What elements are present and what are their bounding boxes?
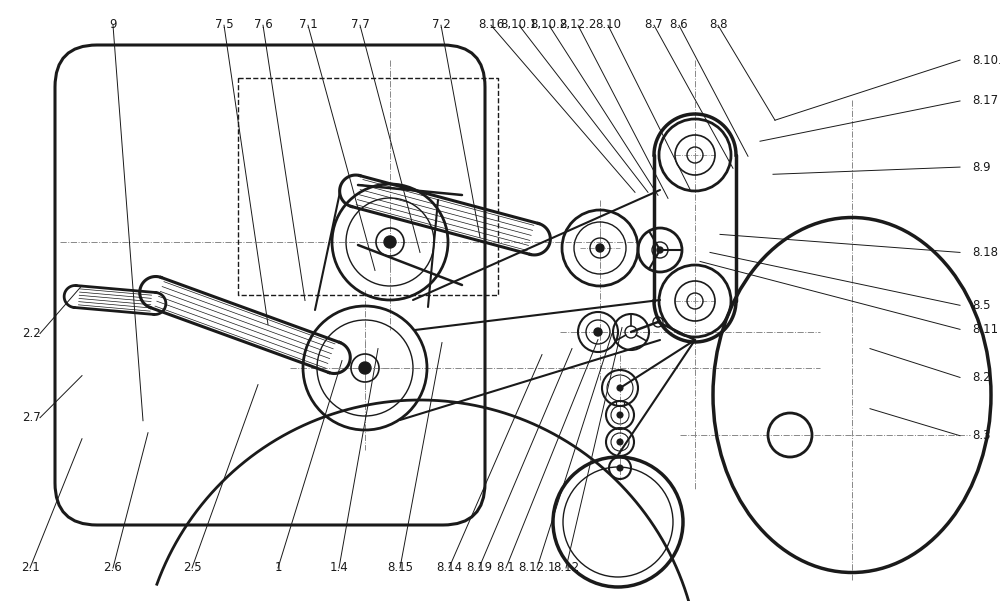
Text: 8.17: 8.17 — [972, 94, 998, 108]
Circle shape — [657, 247, 663, 253]
Circle shape — [384, 236, 396, 248]
Text: 2.7: 2.7 — [22, 411, 41, 424]
Text: 1: 1 — [274, 561, 282, 574]
Text: 8,12.2: 8,12.2 — [559, 18, 597, 31]
Text: 8.1: 8.1 — [497, 561, 515, 574]
Text: 7.2: 7.2 — [432, 18, 450, 31]
Text: 8.6: 8.6 — [670, 18, 688, 31]
Text: 8.9: 8.9 — [972, 160, 991, 174]
Text: 2.1: 2.1 — [21, 561, 39, 574]
Text: 8.12.1: 8.12.1 — [518, 561, 556, 574]
Text: 9: 9 — [109, 18, 117, 31]
Text: 2.5: 2.5 — [183, 561, 201, 574]
Text: 8.12: 8.12 — [553, 561, 579, 574]
Text: 8.14: 8.14 — [436, 561, 462, 574]
Text: 8.8: 8.8 — [709, 18, 727, 31]
Text: 8.16: 8.16 — [478, 18, 504, 31]
Text: 7.6: 7.6 — [254, 18, 272, 31]
Circle shape — [617, 385, 623, 391]
Text: 7.1: 7.1 — [299, 18, 317, 31]
Text: 8,10.2: 8,10.2 — [530, 18, 568, 31]
Text: 8.11: 8.11 — [972, 323, 998, 336]
Circle shape — [617, 412, 623, 418]
Circle shape — [617, 439, 623, 445]
Text: 1.4: 1.4 — [330, 561, 348, 574]
Text: 8.2: 8.2 — [972, 371, 991, 384]
Text: 8.7: 8.7 — [645, 18, 663, 31]
Circle shape — [596, 244, 604, 252]
Circle shape — [617, 465, 623, 471]
Text: 7.7: 7.7 — [351, 18, 369, 31]
Text: 8.10: 8.10 — [595, 18, 621, 31]
Text: 8,10.1: 8,10.1 — [500, 18, 538, 31]
Text: 8.19: 8.19 — [466, 561, 492, 574]
Text: 8.15: 8.15 — [387, 561, 413, 574]
Text: 8.18: 8.18 — [972, 246, 998, 259]
Text: 7.5: 7.5 — [215, 18, 233, 31]
Text: 8.10.3: 8.10.3 — [972, 53, 1000, 67]
Text: 2.6: 2.6 — [104, 561, 122, 574]
Text: 8.3: 8.3 — [972, 429, 990, 442]
Circle shape — [594, 328, 602, 336]
Circle shape — [359, 362, 371, 374]
Text: 2.2: 2.2 — [22, 327, 41, 340]
Text: 8.5: 8.5 — [972, 299, 990, 312]
